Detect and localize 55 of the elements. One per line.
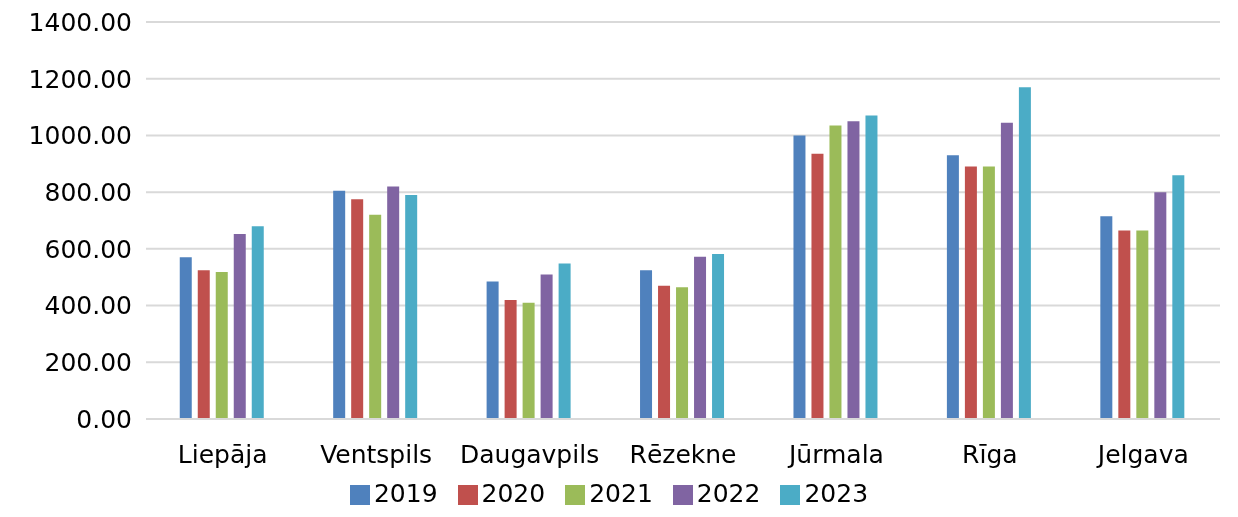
bar	[694, 256, 707, 419]
legend-label: 2019	[373, 479, 438, 508]
bar	[676, 287, 689, 419]
bar	[1100, 216, 1113, 419]
x-tick-label: Ventspils	[320, 439, 433, 469]
bar	[179, 257, 192, 419]
bar	[847, 121, 860, 419]
x-tick-label: Daugavpils	[459, 439, 600, 469]
bar	[982, 166, 995, 419]
legend-label: 2020	[481, 479, 546, 508]
bar	[1018, 87, 1031, 419]
x-tick-label: Jūrmala	[786, 439, 884, 469]
bar	[233, 234, 246, 419]
bar	[333, 190, 346, 419]
y-tick-label: 400.00	[44, 291, 132, 321]
bar	[405, 194, 418, 419]
y-tick-label: 1000.00	[28, 121, 132, 151]
bar	[793, 135, 806, 419]
y-tick-label: 1200.00	[28, 64, 132, 94]
bar	[197, 270, 210, 419]
bar	[1154, 192, 1167, 419]
y-tick-label: 800.00	[44, 178, 132, 208]
y-tick-label: 1400.00	[28, 7, 132, 37]
bar	[1000, 122, 1013, 419]
bar	[658, 285, 671, 419]
legend-label: 2022	[696, 479, 761, 508]
y-tick-label: 0.00	[76, 404, 132, 434]
x-tick-label: Jelgava	[1095, 439, 1189, 469]
bar	[811, 153, 824, 419]
bar	[251, 226, 264, 419]
bar	[351, 199, 364, 419]
bar	[640, 270, 653, 419]
bar	[369, 214, 382, 419]
bar	[215, 272, 228, 419]
bar	[1172, 175, 1185, 419]
y-tick-label: 200.00	[44, 348, 132, 378]
legend-label: 2021	[589, 479, 653, 508]
bar	[946, 155, 959, 419]
bar	[865, 115, 878, 419]
x-tick-label: Rīga	[962, 439, 1018, 469]
bar	[1118, 230, 1131, 419]
bar	[504, 299, 517, 419]
bar	[522, 302, 535, 419]
legend-label: 2023	[804, 479, 869, 508]
y-tick-label: 600.00	[44, 234, 132, 264]
bar	[829, 125, 842, 419]
x-tick-label: Liepāja	[177, 439, 268, 469]
bar	[540, 274, 553, 419]
bar	[486, 281, 499, 419]
bar	[387, 186, 400, 419]
bar	[712, 253, 725, 419]
x-tick-label: Rēzekne	[629, 439, 737, 469]
bar	[558, 263, 571, 419]
bar	[1136, 230, 1149, 419]
bar	[964, 166, 977, 419]
